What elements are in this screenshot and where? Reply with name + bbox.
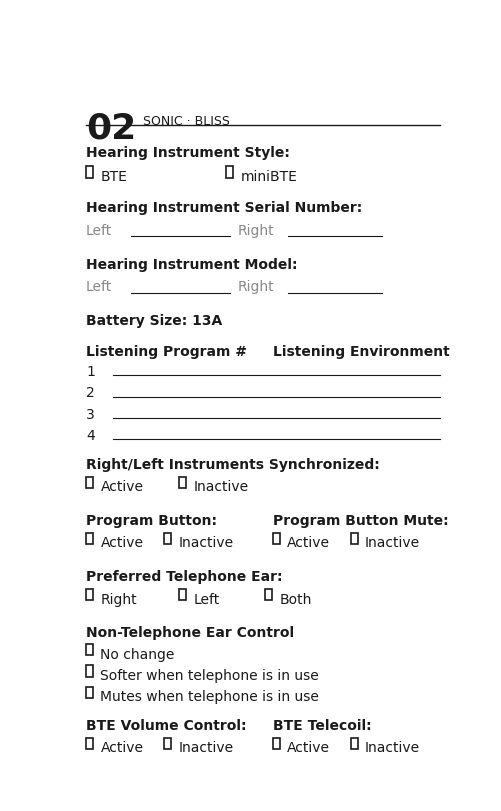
Text: Program Button:: Program Button: [86,513,216,527]
Text: Active: Active [100,479,143,493]
Text: 3: 3 [86,407,95,421]
Text: 2: 2 [86,386,95,400]
Text: Program Button Mute:: Program Button Mute: [273,513,447,527]
FancyBboxPatch shape [86,687,93,698]
Text: Right: Right [237,280,274,294]
Text: Both: Both [279,592,311,606]
Text: Battery Size: 13A: Battery Size: 13A [86,313,222,328]
Text: Left: Left [86,224,112,238]
FancyBboxPatch shape [273,533,279,544]
FancyBboxPatch shape [164,533,170,544]
FancyBboxPatch shape [265,590,272,601]
Text: Left: Left [86,280,112,294]
Text: Listening Program #: Listening Program # [86,345,246,358]
Text: Inactive: Inactive [364,740,419,754]
Text: Softer when telephone is in use: Softer when telephone is in use [100,668,319,682]
Text: Listening Environment: Listening Environment [273,345,449,358]
FancyBboxPatch shape [86,666,93,676]
Text: 4: 4 [86,428,95,442]
Text: Right/Left Instruments Synchronized:: Right/Left Instruments Synchronized: [86,457,379,471]
Text: No change: No change [100,647,174,661]
FancyBboxPatch shape [179,477,186,488]
Text: BTE Volume Control:: BTE Volume Control: [86,718,246,732]
Text: Inactive: Inactive [193,479,248,493]
FancyBboxPatch shape [86,738,93,749]
Text: Right: Right [237,224,274,238]
Text: SONIC · BLISS: SONIC · BLISS [142,115,229,128]
Text: Preferred Telephone Ear:: Preferred Telephone Ear: [86,569,282,583]
Text: Left: Left [193,592,219,606]
Text: Non-Telephone Ear Control: Non-Telephone Ear Control [86,625,294,640]
Text: 02: 02 [86,112,136,146]
Text: Active: Active [287,536,330,550]
FancyBboxPatch shape [273,738,279,749]
FancyBboxPatch shape [86,477,93,488]
Text: Hearing Instrument Serial Number:: Hearing Instrument Serial Number: [86,201,362,215]
Text: Active: Active [287,740,330,754]
Text: BTE: BTE [100,169,127,184]
Text: Hearing Instrument Style:: Hearing Instrument Style: [86,146,290,160]
Text: 1: 1 [86,365,95,379]
Text: miniBTE: miniBTE [240,169,297,184]
Text: BTE Telecoil:: BTE Telecoil: [273,718,371,732]
Text: Mutes when telephone is in use: Mutes when telephone is in use [100,689,319,703]
FancyBboxPatch shape [86,533,93,544]
Text: Active: Active [100,536,143,550]
Text: Hearing Instrument Model:: Hearing Instrument Model: [86,257,297,271]
FancyBboxPatch shape [350,738,357,749]
Text: Active: Active [100,740,143,754]
FancyBboxPatch shape [226,167,232,178]
Text: Inactive: Inactive [178,536,233,550]
FancyBboxPatch shape [350,533,357,544]
FancyBboxPatch shape [164,738,170,749]
FancyBboxPatch shape [86,167,93,178]
Text: Inactive: Inactive [364,536,419,550]
FancyBboxPatch shape [86,644,93,655]
FancyBboxPatch shape [179,590,186,601]
Text: Inactive: Inactive [178,740,233,754]
Text: Right: Right [100,592,137,606]
FancyBboxPatch shape [86,590,93,601]
